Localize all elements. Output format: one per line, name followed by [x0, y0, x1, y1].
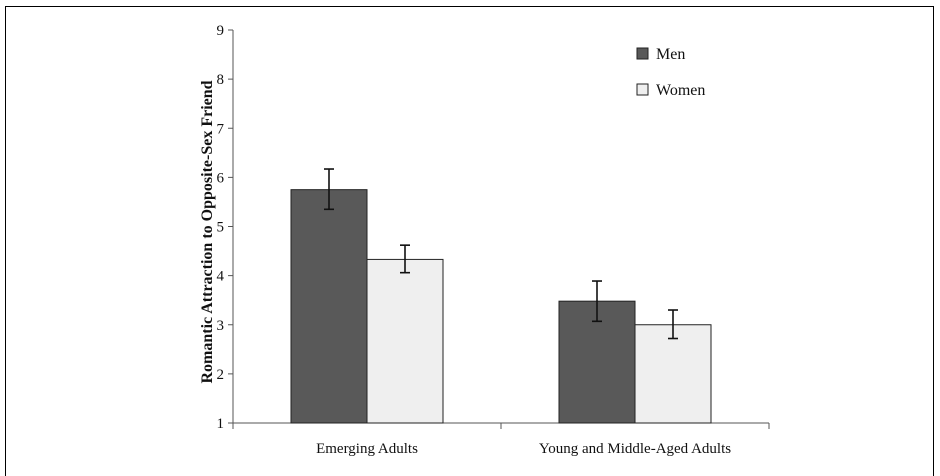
- x-axis: Emerging Adults Young and Middle-Aged Adu…: [232, 422, 770, 457]
- bar-men-0: [290, 189, 368, 424]
- bar-women-0: [366, 258, 444, 424]
- y-tick-label: 9: [217, 23, 225, 39]
- y-tick-label: 2: [217, 367, 225, 383]
- y-tick-label: 8: [217, 72, 225, 88]
- x-category-label: Young and Middle-Aged Adults: [539, 441, 731, 457]
- legend-swatch-women: [636, 83, 649, 96]
- x-category-label: Emerging Adults: [316, 441, 418, 457]
- y-tick-label: 7: [217, 121, 225, 137]
- legend-label-men: Men: [656, 46, 685, 63]
- bar-women-1: [634, 324, 712, 424]
- legend-label-women: Women: [656, 82, 705, 99]
- error-bar: [592, 280, 602, 323]
- y-tick-label: 6: [217, 170, 225, 186]
- error-bar: [324, 168, 334, 211]
- legend-swatch-men: [636, 47, 649, 60]
- y-tick-label: 3: [217, 318, 225, 334]
- y-tick-label: 5: [217, 220, 225, 236]
- y-tick-label: 1: [217, 416, 225, 432]
- y-axis: 1 2 3 4 5 6 7 8 9: [217, 23, 234, 432]
- figure-frame: [5, 6, 934, 476]
- error-bar: [400, 244, 410, 274]
- error-bar: [668, 309, 678, 340]
- y-axis-label: Romantic Attraction to Opposite-Sex Frie…: [199, 80, 216, 383]
- error-bars: [324, 168, 678, 340]
- bars: [290, 189, 712, 424]
- y-tick-label: 4: [217, 269, 225, 285]
- legend: Men Women: [636, 46, 705, 99]
